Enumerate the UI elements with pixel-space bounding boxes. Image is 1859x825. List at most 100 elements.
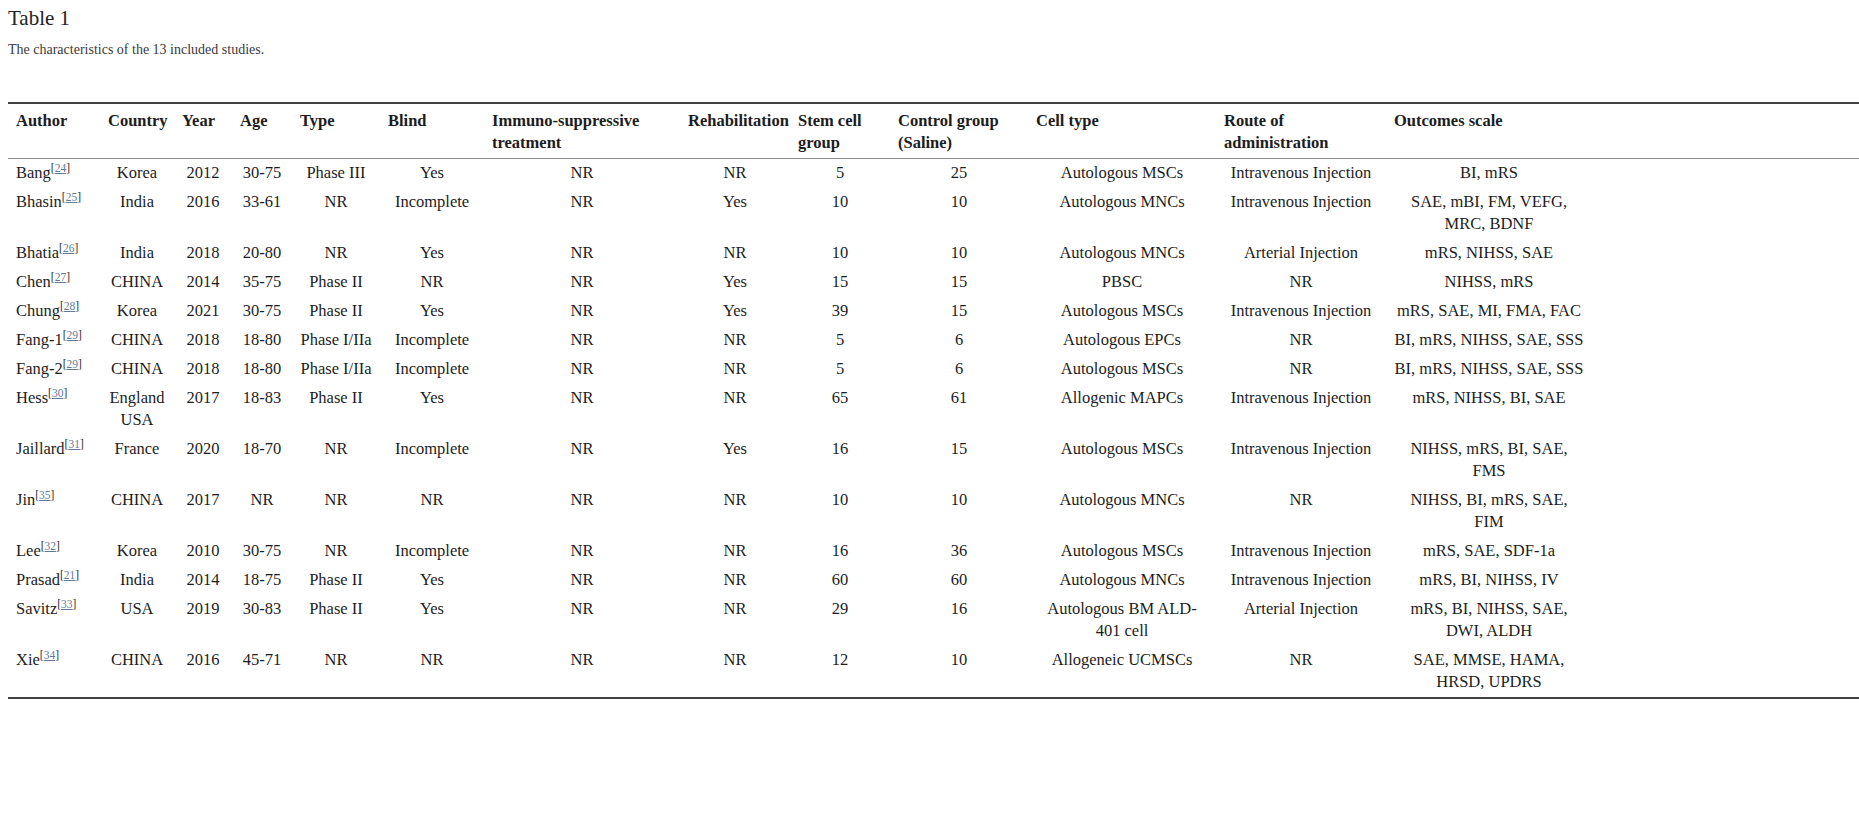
header-spacer xyxy=(1592,103,1859,159)
citation-superscript: [25] xyxy=(62,191,81,203)
year-cell: 2014 xyxy=(174,566,232,595)
age-cell: 30-75 xyxy=(232,537,292,566)
cell-cell: Autologous MSCs xyxy=(1028,297,1216,326)
citation-link[interactable]: 31 xyxy=(68,438,80,450)
route-cell: Intravenous Injection xyxy=(1216,159,1386,189)
outcomes-cell: mRS, NIHSS, BI, SAE xyxy=(1386,384,1592,435)
citation-link[interactable]: 35 xyxy=(39,489,51,501)
country-cell: CHINA xyxy=(100,486,174,537)
table-caption: The characteristics of the 13 included s… xyxy=(8,42,1859,58)
citation-link[interactable]: 21 xyxy=(64,569,76,581)
citation-close-bracket: ] xyxy=(66,162,70,174)
blind-cell: NR xyxy=(380,268,484,297)
year-cell: 2012 xyxy=(174,159,232,189)
age-cell: 20-80 xyxy=(232,239,292,268)
blind-cell: Yes xyxy=(380,297,484,326)
blind-cell: Incomplete xyxy=(380,355,484,384)
author-name: Chen xyxy=(16,272,51,291)
citation-link[interactable]: 30 xyxy=(52,387,64,399)
type-cell: Phase I/IIa xyxy=(292,326,380,355)
table-row: Jaillard[31]France202018-70NRIncompleteN… xyxy=(8,435,1859,486)
author-name: Chung xyxy=(16,301,60,320)
control-cell: 60 xyxy=(890,566,1028,595)
citation-superscript: [21] xyxy=(60,569,79,581)
control-cell: 15 xyxy=(890,435,1028,486)
country-cell: CHINA xyxy=(100,268,174,297)
year-cell: 2021 xyxy=(174,297,232,326)
outcomes-cell: mRS, NIHSS, SAE xyxy=(1386,239,1592,268)
route-cell: NR xyxy=(1216,268,1386,297)
control-cell: 10 xyxy=(890,486,1028,537)
citation-link[interactable]: 26 xyxy=(63,242,75,254)
route-cell: NR xyxy=(1216,646,1386,698)
citation-link[interactable]: 32 xyxy=(45,540,57,552)
stem-cell: 60 xyxy=(790,566,890,595)
rehab-cell: Yes xyxy=(680,297,790,326)
citation-superscript: [24] xyxy=(51,162,70,174)
outcomes-cell: BI, mRS, NIHSS, SAE, SSS xyxy=(1386,355,1592,384)
citation-close-bracket: ] xyxy=(77,191,81,203)
studies-table: AuthorCountryYearAgeTypeBlindImmuno-supp… xyxy=(8,102,1859,699)
cell-cell: Autologous MSCs xyxy=(1028,537,1216,566)
blind-cell: Yes xyxy=(380,595,484,646)
year-cell: 2018 xyxy=(174,239,232,268)
column-header-control-group-saline-: Control group (Saline) xyxy=(890,103,1028,159)
citation-link[interactable]: 25 xyxy=(66,191,78,203)
rehab-cell: NR xyxy=(680,537,790,566)
table-body: Bang[24]Korea201230-75Phase IIIYesNRNR52… xyxy=(8,159,1859,699)
route-cell: Intravenous Injection xyxy=(1216,384,1386,435)
author-name: Lee xyxy=(16,541,41,560)
page-title: Table 1 xyxy=(8,5,1859,31)
rehab-cell: NR xyxy=(680,326,790,355)
immuno-cell: NR xyxy=(484,595,680,646)
author-cell: Chen[27] xyxy=(8,268,100,297)
citation-link[interactable]: 29 xyxy=(67,358,79,370)
header-row: AuthorCountryYearAgeTypeBlindImmuno-supp… xyxy=(8,103,1859,159)
author-name: Savitz xyxy=(16,599,57,618)
route-cell: Arterial Injection xyxy=(1216,239,1386,268)
rehab-cell: NR xyxy=(680,566,790,595)
year-cell: 2017 xyxy=(174,384,232,435)
table-row: Jin[35]CHINA2017NRNRNRNRNR1010Autologous… xyxy=(8,486,1859,537)
outcomes-cell: mRS, BI, NIHSS, SAE, DWI, ALDH xyxy=(1386,595,1592,646)
citation-link[interactable]: 24 xyxy=(55,162,67,174)
citation-close-bracket: ] xyxy=(75,569,79,581)
author-cell: Bang[24] xyxy=(8,159,100,189)
column-header-immuno-suppressive-treatment: Immuno-suppressive treatment xyxy=(484,103,680,159)
citation-link[interactable]: 33 xyxy=(61,598,73,610)
country-cell: Korea xyxy=(100,159,174,189)
type-cell: NR xyxy=(292,239,380,268)
author-cell: Hess[30] xyxy=(8,384,100,435)
citation-link[interactable]: 29 xyxy=(67,329,79,341)
immuno-cell: NR xyxy=(484,435,680,486)
citation-close-bracket: ] xyxy=(51,489,55,501)
spacer-cell xyxy=(1592,537,1859,566)
citation-close-bracket: ] xyxy=(75,300,79,312)
citation-link[interactable]: 34 xyxy=(44,649,56,661)
citation-superscript: [34] xyxy=(40,649,59,661)
citation-close-bracket: ] xyxy=(55,649,59,661)
citation-close-bracket: ] xyxy=(80,438,84,450)
blind-cell: Incomplete xyxy=(380,188,484,239)
route-cell: Intravenous Injection xyxy=(1216,297,1386,326)
citation-close-bracket: ] xyxy=(56,540,60,552)
cell-cell: Autologous MNCs xyxy=(1028,566,1216,595)
citation-superscript: [32] xyxy=(41,540,60,552)
author-cell: Jin[35] xyxy=(8,486,100,537)
cell-cell: Allogenic MAPCs xyxy=(1028,384,1216,435)
age-cell: 35-75 xyxy=(232,268,292,297)
spacer-cell xyxy=(1592,297,1859,326)
type-cell: Phase II xyxy=(292,566,380,595)
country-cell: India xyxy=(100,188,174,239)
citation-close-bracket: ] xyxy=(78,329,82,341)
stem-cell: 10 xyxy=(790,188,890,239)
author-name: Fang-1 xyxy=(16,330,63,349)
spacer-cell xyxy=(1592,384,1859,435)
citation-link[interactable]: 27 xyxy=(55,271,67,283)
control-cell: 61 xyxy=(890,384,1028,435)
type-cell: Phase II xyxy=(292,384,380,435)
type-cell: NR xyxy=(292,646,380,698)
stem-cell: 10 xyxy=(790,486,890,537)
blind-cell: Incomplete xyxy=(380,326,484,355)
citation-link[interactable]: 28 xyxy=(64,300,76,312)
